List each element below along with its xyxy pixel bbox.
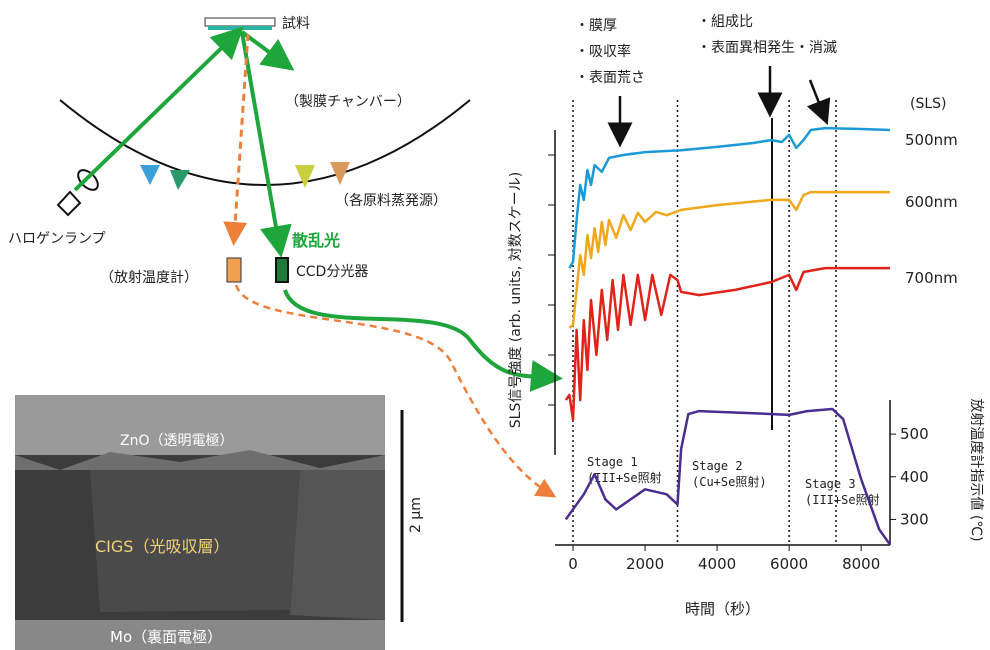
sls-line — [569, 192, 890, 328]
y2-axis-label: 放射温度計指示値 (℃) — [968, 398, 984, 541]
x-axis-label: 時間（秒） — [685, 600, 760, 618]
sls-line — [566, 268, 890, 420]
label: CCD分光器 — [296, 264, 368, 280]
x-tick-label: 2000 — [626, 555, 664, 573]
label: （放射温度計） — [100, 270, 198, 286]
source — [295, 165, 315, 188]
label: CIGS（光吸収層） — [95, 537, 229, 556]
label: （製膜チャンバー） — [285, 94, 411, 110]
label: 散乱光 — [292, 231, 340, 250]
y2-tick-label: 500 — [900, 425, 929, 443]
stage-label: Stage 1 — [587, 455, 638, 469]
y-axis-label: SLS信号強度 (arb. units, 対数スケール) — [508, 172, 524, 428]
sls-line — [569, 128, 890, 268]
grain — [290, 470, 385, 620]
scattered-beam — [242, 32, 280, 250]
annotation: ・膜厚 — [575, 18, 617, 34]
pyrometer — [227, 258, 241, 282]
y2-tick-label: 300 — [900, 510, 929, 528]
plot-frame — [548, 66, 825, 455]
annotation: ・組成比 — [697, 14, 753, 30]
ccd — [276, 258, 288, 282]
figure: 試料 （製膜チャンバー） （各原料蒸発源） ハロゲンランプ 散乱光 CCD分光器… — [0, 0, 990, 650]
label: 2 μm — [408, 497, 424, 533]
annotation: ・表面荒さ — [575, 70, 645, 86]
x-tick-label: 6000 — [770, 555, 808, 573]
x-tick-label: 0 — [568, 555, 578, 573]
series-label: 500nm — [905, 131, 958, 149]
sample-holder — [205, 18, 275, 26]
annotation: ・吸収率 — [575, 43, 631, 60]
y2-tick-label: 400 — [900, 468, 929, 486]
source — [140, 165, 160, 185]
label: ZnO（透明電極） — [120, 433, 233, 449]
series-label: 700nm — [905, 269, 958, 287]
source — [330, 162, 350, 185]
arrow — [810, 80, 825, 118]
label: ハロゲンランプ — [8, 231, 106, 247]
stage-label: Stage 3 — [805, 477, 856, 491]
series-label: 600nm — [905, 193, 958, 211]
x-tick-label: 8000 — [842, 555, 880, 573]
stage-label: Stage 2 — [692, 459, 743, 473]
legend-title: (SLS) — [910, 96, 947, 112]
lamp-housing — [58, 192, 80, 215]
label: 試料 — [282, 16, 310, 32]
sample — [208, 26, 272, 30]
x-tick-label: 4000 — [698, 555, 736, 573]
label: Mo（裏面電極） — [110, 628, 222, 646]
label: （各原料蒸発源） — [335, 193, 447, 209]
source — [170, 170, 190, 190]
stage-label: (Cu+Se照射) — [692, 474, 767, 489]
ir-beam — [234, 34, 248, 240]
annotation: ・表面異相発生・消滅 — [697, 40, 837, 56]
